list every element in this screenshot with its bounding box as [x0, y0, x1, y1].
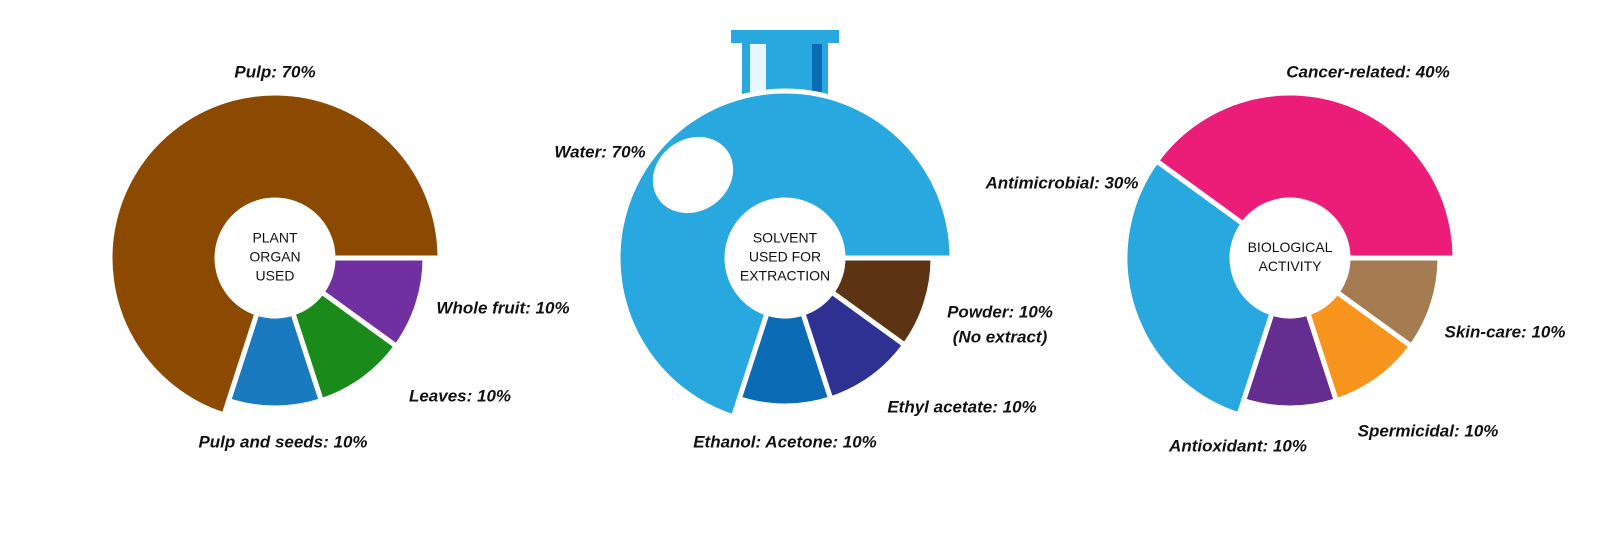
slice-label: Cancer-related: 40% [1286, 62, 1449, 81]
center-label: EXTRACTION [740, 268, 830, 284]
slice-label: Leaves: 10% [409, 386, 511, 405]
center-label: ORGAN [249, 249, 300, 265]
slice-label: Water: 70% [554, 142, 645, 161]
slice-label: Antimicrobial: 30% [984, 173, 1138, 192]
slice-label: Powder: 10% [947, 302, 1053, 321]
donut-chart: BIOLOGICAL ACTIVITY Cancer-related: 40% Ant… [984, 62, 1565, 455]
slice-label: Skin-care: 10% [1445, 322, 1566, 341]
center-label: BIOLOGICAL [1248, 239, 1333, 255]
slice-label: Ethanol: Acetone: 10% [693, 432, 877, 451]
center-hole [727, 200, 843, 316]
center-label: ACTIVITY [1258, 258, 1322, 274]
donut-chart: SOLVENT USED FOR EXTRACTION Water: 70% Ethan… [554, 88, 1053, 451]
center-hole [1232, 200, 1348, 316]
slice-label: Pulp: 70% [234, 62, 315, 81]
slice-label: Antioxidant: 10% [1168, 436, 1307, 455]
flask-highlight [652, 136, 734, 214]
donut-chart: PLANT ORGAN USED Pulp: 70% Pulp and seeds: 1… [107, 62, 570, 451]
center-label: SOLVENT [753, 230, 818, 246]
center-hole [217, 200, 333, 316]
center-label: USED FOR [749, 249, 821, 265]
slice-label: Whole fruit: 10% [436, 298, 569, 317]
center-label: USED [256, 268, 295, 284]
slice-label: Ethyl acetate: 10% [887, 397, 1036, 416]
slice-label: Pulp and seeds: 10% [198, 432, 367, 451]
center-label: PLANT [252, 230, 298, 246]
slice-label: Spermicidal: 10% [1358, 421, 1499, 440]
annotation: (No extract) [953, 327, 1048, 346]
